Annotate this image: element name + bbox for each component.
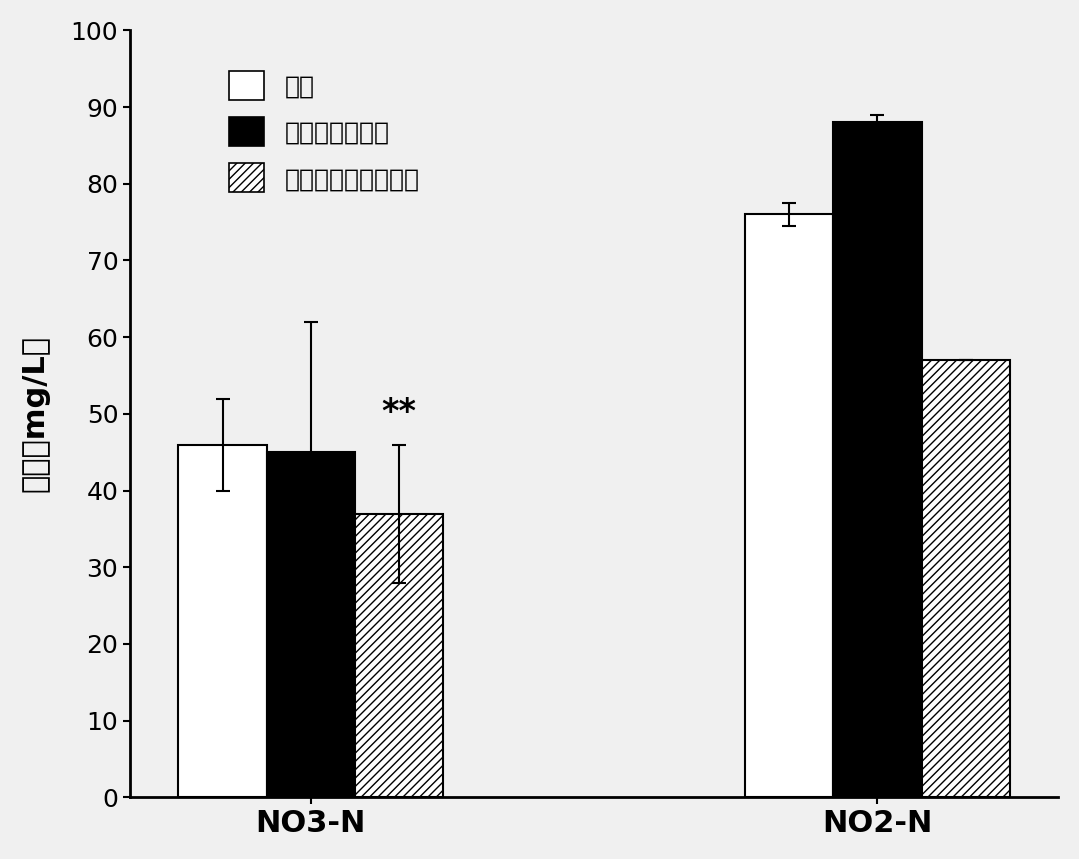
Y-axis label: 浓度（mg/L）: 浓度（mg/L）: [21, 335, 50, 492]
Bar: [921, 360, 1010, 797]
Bar: [745, 215, 833, 797]
Bar: [178, 444, 267, 797]
Text: **: **: [382, 396, 416, 430]
Bar: [267, 452, 355, 797]
Bar: [833, 122, 921, 797]
Legend: 对照, 复合微生物菌剂, 炭基微生物复合菌剂: 对照, 复合微生物菌剂, 炭基微生物复合菌剂: [217, 58, 432, 204]
Bar: [355, 514, 443, 797]
